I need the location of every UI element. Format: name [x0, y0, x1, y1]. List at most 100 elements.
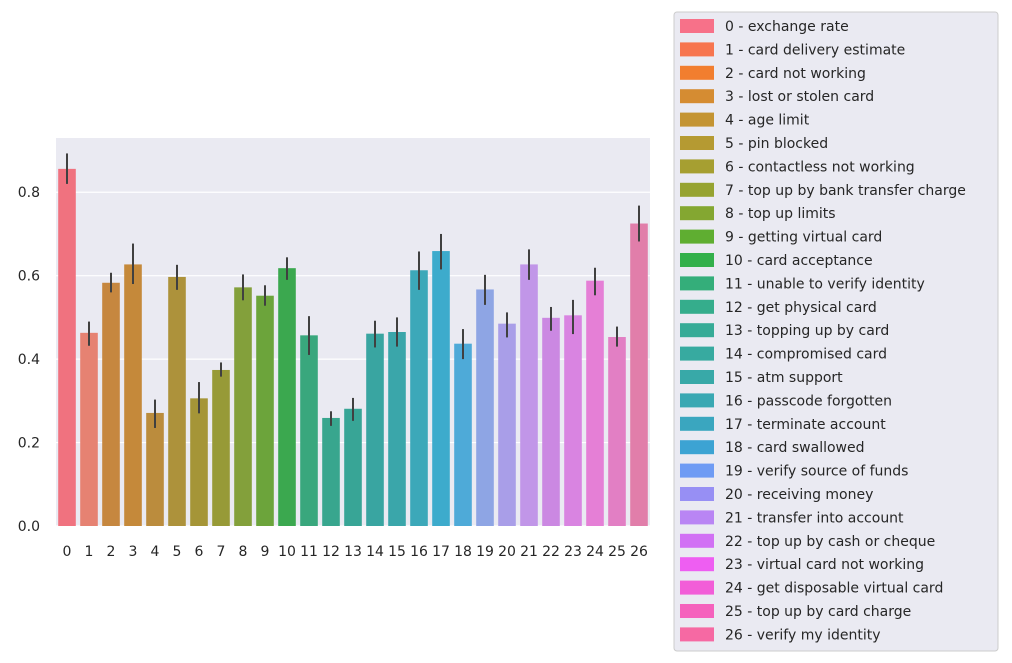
legend-swatch — [680, 604, 714, 618]
bar-3 — [124, 264, 142, 526]
legend-swatch — [680, 510, 714, 525]
bar-14 — [366, 333, 384, 526]
bar-4 — [146, 412, 164, 526]
error-bars — [66, 153, 640, 428]
bar-23 — [564, 315, 582, 526]
x-tick-label: 14 — [366, 544, 384, 560]
legend-label: 23 - virtual card not working — [725, 557, 924, 573]
y-tick-labels: 0.0 0.2 0.4 0.6 0.8 — [18, 185, 40, 535]
bar-18 — [454, 343, 472, 526]
legend-swatch — [680, 533, 714, 548]
legend-swatch — [680, 159, 714, 174]
legend-swatch — [680, 463, 714, 478]
x-tick-label: 3 — [129, 544, 138, 560]
legend-swatch — [680, 557, 714, 572]
x-tick-label: 24 — [586, 544, 604, 560]
x-tick-label: 10 — [278, 544, 296, 560]
y-tick-label: 0.2 — [18, 436, 40, 452]
x-tick-label: 1 — [85, 544, 94, 560]
x-tick-label: 16 — [410, 544, 428, 560]
legend-swatch — [680, 487, 714, 501]
bar-13 — [344, 408, 362, 526]
x-tick-label: 11 — [300, 544, 318, 560]
x-tick-label: 5 — [173, 544, 182, 560]
legend-label: 8 - top up limits — [725, 206, 836, 222]
bar-22 — [542, 317, 560, 526]
bars — [58, 168, 648, 527]
legend-label: 10 - card acceptance — [725, 253, 873, 269]
y-tick-label: 0.4 — [18, 352, 40, 368]
bar-17 — [432, 251, 450, 526]
legend-label: 6 - contactless not working — [725, 159, 915, 175]
legend-label: 12 - get physical card — [725, 300, 877, 316]
legend-swatch — [680, 416, 714, 431]
legend-label: 0 - exchange rate — [725, 19, 849, 35]
bar-9 — [256, 295, 274, 526]
bar-12 — [322, 417, 340, 526]
bar-25 — [608, 337, 626, 526]
x-tick-label: 23 — [564, 544, 582, 560]
legend-swatch — [680, 112, 714, 127]
x-tick-label: 15 — [388, 544, 406, 560]
legend: 0 - exchange rate 1 - card delivery estim… — [673, 11, 999, 652]
legend-swatch — [680, 253, 714, 267]
x-tick-label: 22 — [542, 544, 560, 560]
x-tick-labels: 0 1 2 3 4 5 6 7 8 9 10 11 12 13 14 15 16 17 18 19 20 21 22 23 24… — [63, 544, 648, 560]
legend-swatch — [680, 206, 714, 221]
legend-label: 19 - verify source of funds — [725, 464, 908, 480]
bar-26 — [630, 223, 648, 526]
legend-swatch — [680, 323, 714, 338]
legend-label: 4 - age limit — [725, 113, 810, 129]
legend-swatch — [680, 65, 714, 80]
legend-label: 17 - terminate account — [725, 417, 886, 433]
x-tick-label: 4 — [151, 544, 160, 560]
legend-swatch — [680, 42, 714, 57]
legend-label: 14 - compromised card — [725, 347, 887, 363]
legend-swatch — [680, 393, 714, 408]
legend-label: 9 - getting virtual card — [725, 230, 882, 246]
legend-swatch — [680, 299, 714, 314]
bar-21 — [520, 264, 538, 526]
legend-label: 11 - unable to verify identity — [725, 276, 925, 292]
bar-5 — [168, 276, 186, 526]
legend-label: 2 - card not working — [725, 66, 866, 82]
bar-15 — [388, 332, 406, 526]
bar-20 — [498, 323, 516, 526]
legend-label: 26 - verify my identity — [725, 627, 881, 643]
legend-label: 20 - receiving money — [725, 487, 873, 503]
x-tick-label: 0 — [63, 544, 72, 560]
legend-swatch — [680, 440, 714, 455]
x-tick-label: 9 — [261, 544, 270, 560]
x-tick-label: 12 — [322, 544, 340, 560]
x-tick-label: 21 — [520, 544, 538, 560]
y-tick-label: 0.0 — [18, 519, 40, 535]
legend-swatch — [680, 627, 714, 642]
legend-label: 5 - pin blocked — [725, 136, 828, 152]
bar-1 — [80, 332, 98, 526]
x-tick-label: 17 — [432, 544, 450, 560]
legend-label: 22 - top up by cash or cheque — [725, 534, 935, 550]
legend-label: 16 - passcode forgotten — [725, 393, 892, 409]
bar-11 — [300, 335, 318, 526]
x-tick-label: 25 — [608, 544, 626, 560]
bar-6 — [190, 398, 208, 526]
x-tick-label: 20 — [498, 544, 516, 560]
legend-swatch — [680, 580, 714, 595]
legend-swatch — [680, 370, 714, 384]
legend-swatch — [680, 89, 714, 104]
bar-7 — [212, 369, 230, 526]
legend-swatch — [680, 19, 714, 33]
x-tick-label: 19 — [476, 544, 494, 560]
x-tick-label: 7 — [217, 544, 226, 560]
legend-label: 3 - lost or stolen card — [725, 89, 874, 105]
x-tick-label: 26 — [630, 544, 648, 560]
bar-16 — [410, 270, 428, 526]
legend-swatch — [680, 182, 714, 197]
legend-label: 1 - card delivery estimate — [725, 42, 905, 58]
bar-8 — [234, 287, 252, 526]
bar-24 — [586, 280, 604, 526]
legend-label: 7 - top up by bank transfer charge — [725, 183, 966, 199]
legend-swatch — [680, 346, 714, 361]
legend-swatch — [680, 136, 714, 150]
